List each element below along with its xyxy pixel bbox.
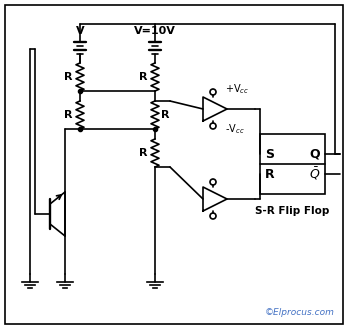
FancyBboxPatch shape <box>5 5 343 324</box>
Text: Q: Q <box>310 147 320 161</box>
Text: ©Elprocus.com: ©Elprocus.com <box>265 308 335 317</box>
Text: R: R <box>161 110 169 120</box>
FancyBboxPatch shape <box>260 134 325 194</box>
Text: R: R <box>64 110 72 120</box>
Text: -V$_{cc}$: -V$_{cc}$ <box>225 122 245 136</box>
Text: R: R <box>64 72 72 82</box>
Text: S: S <box>266 147 275 161</box>
Text: R: R <box>265 167 275 181</box>
Text: V=10V: V=10V <box>134 26 176 36</box>
Text: +V$_{cc}$: +V$_{cc}$ <box>225 82 249 96</box>
Text: V: V <box>76 26 84 36</box>
Text: S-R Flip Flop: S-R Flip Flop <box>255 206 330 216</box>
Text: R: R <box>139 72 147 82</box>
Text: R: R <box>139 148 147 158</box>
Text: $\bar{Q}$: $\bar{Q}$ <box>309 166 321 182</box>
